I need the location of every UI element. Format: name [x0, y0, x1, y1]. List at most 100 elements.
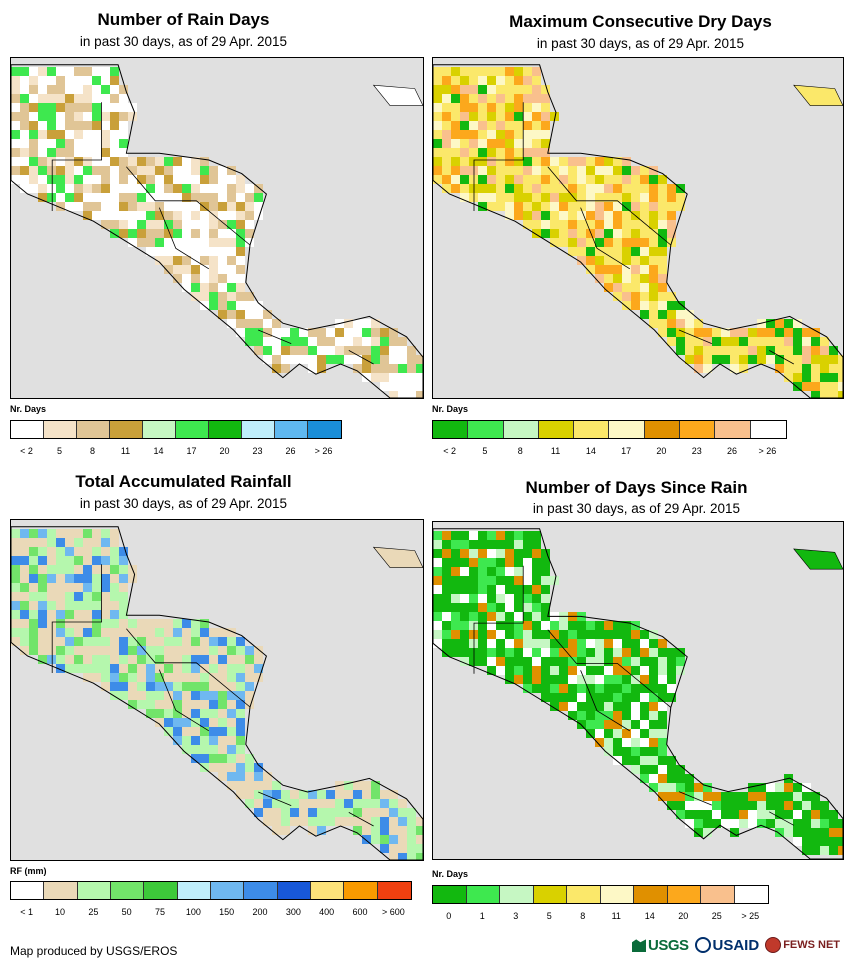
map-cell: [460, 175, 469, 184]
map-cell: [514, 612, 523, 621]
map-cell: [829, 355, 838, 364]
map-cell: [433, 139, 442, 148]
map-cell: [236, 763, 245, 772]
map-cell: [712, 355, 721, 364]
map-cell: [604, 630, 613, 639]
map-cell: [110, 157, 119, 166]
map-cell: [155, 256, 164, 265]
map-cell: [164, 628, 173, 637]
map-cell: [730, 328, 739, 337]
map-cell: [218, 772, 227, 781]
map-cell: [65, 112, 74, 121]
map-cell: [748, 792, 757, 801]
map-cell: [658, 229, 667, 238]
map-cell: [595, 202, 604, 211]
map-cell: [101, 76, 110, 85]
map-cell: [173, 628, 182, 637]
map-cell: [541, 229, 550, 238]
map-cell: [622, 175, 631, 184]
map-cell: [74, 175, 83, 184]
map-cell: [182, 682, 191, 691]
map-cell: [631, 675, 640, 684]
map-cell: [577, 630, 586, 639]
map-cell: [227, 736, 236, 745]
map-cell: [11, 139, 20, 148]
map-cell: [766, 783, 775, 792]
map-cell: [137, 628, 146, 637]
map-cell: [496, 558, 505, 567]
map-cell: [119, 547, 128, 556]
map-cell: [83, 529, 92, 538]
legend-label: 100: [185, 907, 201, 917]
map-cell: [496, 603, 505, 612]
map-cell: [784, 792, 793, 801]
map-cell: [218, 763, 227, 772]
map-cell: [667, 211, 676, 220]
map-cell: [640, 756, 649, 765]
map-cell: [793, 828, 802, 837]
map-cell: [29, 130, 38, 139]
map-cell: [362, 319, 371, 328]
map-cell: [137, 691, 146, 700]
map-cell: [496, 540, 505, 549]
map-cell: [712, 801, 721, 810]
legend-label: 200: [252, 907, 268, 917]
map-cell: [541, 193, 550, 202]
map-cell: [568, 693, 577, 702]
map-cell: [182, 637, 191, 646]
map-cell: [92, 139, 101, 148]
map-cell: [29, 592, 38, 601]
map-cell: [128, 229, 137, 238]
map-cell: [29, 583, 38, 592]
map-cell: [20, 592, 29, 601]
map-cell: [469, 184, 478, 193]
map-cell: [595, 274, 604, 283]
map-cell: [622, 639, 631, 648]
map-cell: [101, 628, 110, 637]
map-cell: [460, 639, 469, 648]
map-cell: [829, 373, 838, 382]
map-cell: [586, 265, 595, 274]
map-cell: [550, 621, 559, 630]
map-cell: [74, 547, 83, 556]
map-cell: [227, 718, 236, 727]
map-cell: [631, 747, 640, 756]
map-cell: [74, 592, 83, 601]
map-cell: [541, 157, 550, 166]
map-cell: [613, 193, 622, 202]
map-cell: [119, 184, 128, 193]
map-cell: [155, 229, 164, 238]
map-cell: [604, 657, 613, 666]
map-cell: [613, 274, 622, 283]
map-cell: [371, 781, 380, 790]
map-cell: [119, 166, 128, 175]
fews-circle-icon: [765, 937, 782, 953]
map-cell: [389, 364, 398, 373]
map-cell: [667, 765, 676, 774]
map-cell: [433, 612, 442, 621]
legend-label: 11: [611, 911, 621, 921]
map-cell: [263, 781, 272, 790]
map-cell: [775, 319, 784, 328]
map-cell: [514, 666, 523, 675]
map-cell: [676, 328, 685, 337]
map-cell: [164, 193, 173, 202]
map-cell: [281, 826, 290, 835]
map-cell: [227, 229, 236, 238]
map-cell: [254, 301, 263, 310]
map-cell: [272, 808, 281, 817]
map-cell: [478, 148, 487, 157]
map-cell: [505, 112, 514, 121]
map-rain-days: [10, 57, 424, 399]
map-cell: [775, 337, 784, 346]
map-cell: [362, 337, 371, 346]
map-cell: [613, 657, 622, 666]
map-cell: [784, 801, 793, 810]
map-cell: [227, 664, 236, 673]
map-cell: [433, 148, 442, 157]
map-cell: [739, 364, 748, 373]
map-cell: [559, 693, 568, 702]
map-cell: [245, 646, 254, 655]
coastline: [11, 526, 423, 860]
legend-labels: < 1 10 25 50 75 100 150 200 300 400 600 > 600: [10, 907, 410, 919]
